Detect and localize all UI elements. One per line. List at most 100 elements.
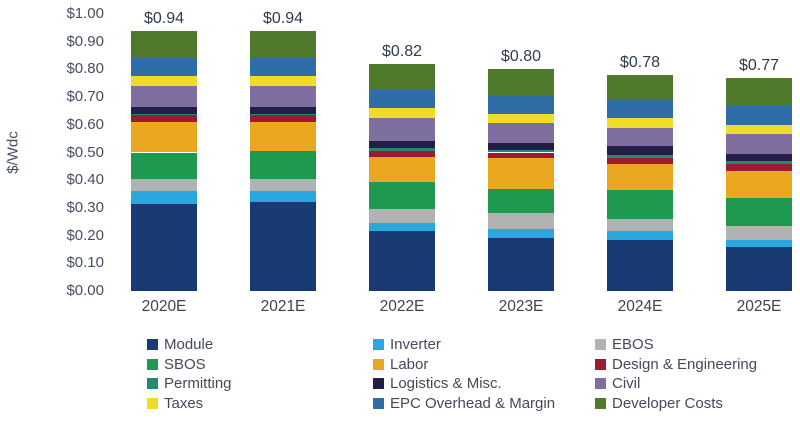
segment-developer-costs — [607, 74, 673, 100]
segment-epc-overhead-margin — [607, 99, 673, 118]
legend-swatch — [595, 397, 606, 409]
legend-item-civil: Civil — [595, 375, 640, 392]
segment-labor — [726, 170, 792, 199]
x-axis-label: 2020E — [141, 298, 187, 315]
segment-epc-overhead-margin — [488, 95, 554, 114]
segment-sbos — [488, 188, 554, 214]
segment-taxes — [607, 117, 673, 128]
legend-item-permitting: Permitting — [147, 375, 232, 392]
segment-taxes — [369, 108, 435, 118]
segment-design-engineering — [607, 158, 673, 164]
y-tick-label: $0.30 — [66, 198, 104, 216]
segment-sbos — [250, 151, 316, 179]
segment-civil — [488, 123, 554, 143]
y-tick-label: $0.40 — [66, 171, 104, 189]
segment-civil — [131, 86, 197, 107]
legend-item-ebos: EBOS — [595, 336, 654, 353]
legend-item-logistics-misc: Logistics & Misc. — [373, 375, 502, 392]
bar-total-label: $0.82 — [381, 42, 423, 60]
legend-label: Permitting — [164, 375, 232, 392]
segment-module — [369, 231, 435, 291]
segment-permitting — [607, 155, 673, 159]
segment-permitting — [131, 113, 197, 116]
segment-permitting — [250, 113, 316, 116]
segment-module — [488, 238, 554, 291]
segment-sbos — [369, 181, 435, 210]
segment-sbos — [726, 198, 792, 226]
segment-logistics-misc — [131, 106, 197, 114]
segment-developer-costs — [369, 63, 435, 91]
segment-permitting — [369, 148, 435, 152]
segment-labor — [488, 158, 554, 189]
legend-swatch — [595, 339, 606, 350]
segment-permitting — [488, 149, 554, 153]
segment-sbos — [131, 152, 197, 179]
segment-module — [607, 239, 673, 291]
segment-labor — [607, 163, 673, 190]
legend-swatch — [595, 358, 606, 370]
segment-ebos — [488, 213, 554, 229]
legend-item-epc-overhead-margin: EPC Overhead & Margin — [373, 395, 555, 412]
legend-swatch — [147, 358, 158, 370]
bar-total-label: $0.78 — [619, 53, 661, 71]
segment-civil — [369, 117, 435, 142]
legend-label: Logistics & Misc. — [390, 375, 502, 392]
legend-item-labor: Labor — [373, 356, 428, 373]
segment-epc-overhead-margin — [726, 105, 792, 125]
y-tick-label: $0.90 — [66, 32, 104, 50]
y-tick-label: $0.00 — [66, 282, 104, 299]
y-tick-label: $0.50 — [66, 143, 104, 161]
segment-taxes — [131, 76, 197, 86]
segment-inverter — [726, 239, 792, 247]
legend-label: Labor — [390, 355, 429, 373]
segment-developer-costs — [250, 30, 316, 59]
segment-inverter — [607, 231, 673, 240]
legend-item-module: Module — [147, 336, 213, 353]
segment-inverter — [131, 191, 197, 204]
segment-labor — [369, 156, 435, 182]
segment-labor — [250, 122, 316, 152]
legend-label: Inverter — [390, 336, 441, 353]
segment-design-engineering — [369, 151, 435, 157]
segment-civil — [607, 127, 673, 146]
segment-logistics-misc — [250, 106, 316, 114]
segment-module — [726, 246, 792, 291]
legend-label: SBOS — [164, 355, 206, 373]
x-axis-label: 2022E — [379, 298, 425, 315]
segment-ebos — [369, 209, 435, 224]
y-tick-label: $1.00 — [66, 5, 104, 22]
segment-logistics-misc — [607, 145, 673, 156]
legend-item-sbos: SBOS — [147, 356, 206, 373]
segment-epc-overhead-margin — [250, 58, 316, 77]
segment-developer-costs — [488, 69, 554, 96]
bar-total-label: $0.94 — [143, 9, 185, 27]
legend-swatch — [595, 378, 606, 389]
segment-labor — [131, 122, 197, 153]
x-axis-label: 2025E — [736, 298, 782, 315]
segment-logistics-misc — [488, 142, 554, 150]
segment-inverter — [488, 228, 554, 239]
segment-logistics-misc — [726, 153, 792, 161]
segment-epc-overhead-margin — [131, 58, 197, 77]
segment-design-engineering — [726, 163, 792, 171]
legend-swatch — [147, 397, 158, 409]
segment-design-engineering — [131, 115, 197, 123]
segment-developer-costs — [726, 77, 792, 106]
y-tick-label: $0.80 — [66, 60, 104, 78]
segment-permitting — [726, 160, 792, 164]
bar-total-label: $0.80 — [500, 48, 542, 66]
segment-civil — [726, 134, 792, 154]
legend-item-developer-costs: Developer Costs — [595, 395, 723, 412]
legend-label: Module — [164, 336, 214, 353]
legend-swatch — [373, 358, 384, 370]
legend-item-design-engineering: Design & Engineering — [595, 356, 757, 373]
legend-label: EPC Overhead & Margin — [390, 394, 556, 412]
y-tick-label: $0.70 — [66, 88, 104, 106]
legend-label: Taxes — [164, 394, 204, 412]
segment-taxes — [250, 76, 316, 86]
segment-module — [250, 202, 316, 291]
segment-ebos — [250, 178, 316, 192]
legend-item-taxes: Taxes — [147, 395, 203, 412]
segment-civil — [250, 86, 316, 107]
